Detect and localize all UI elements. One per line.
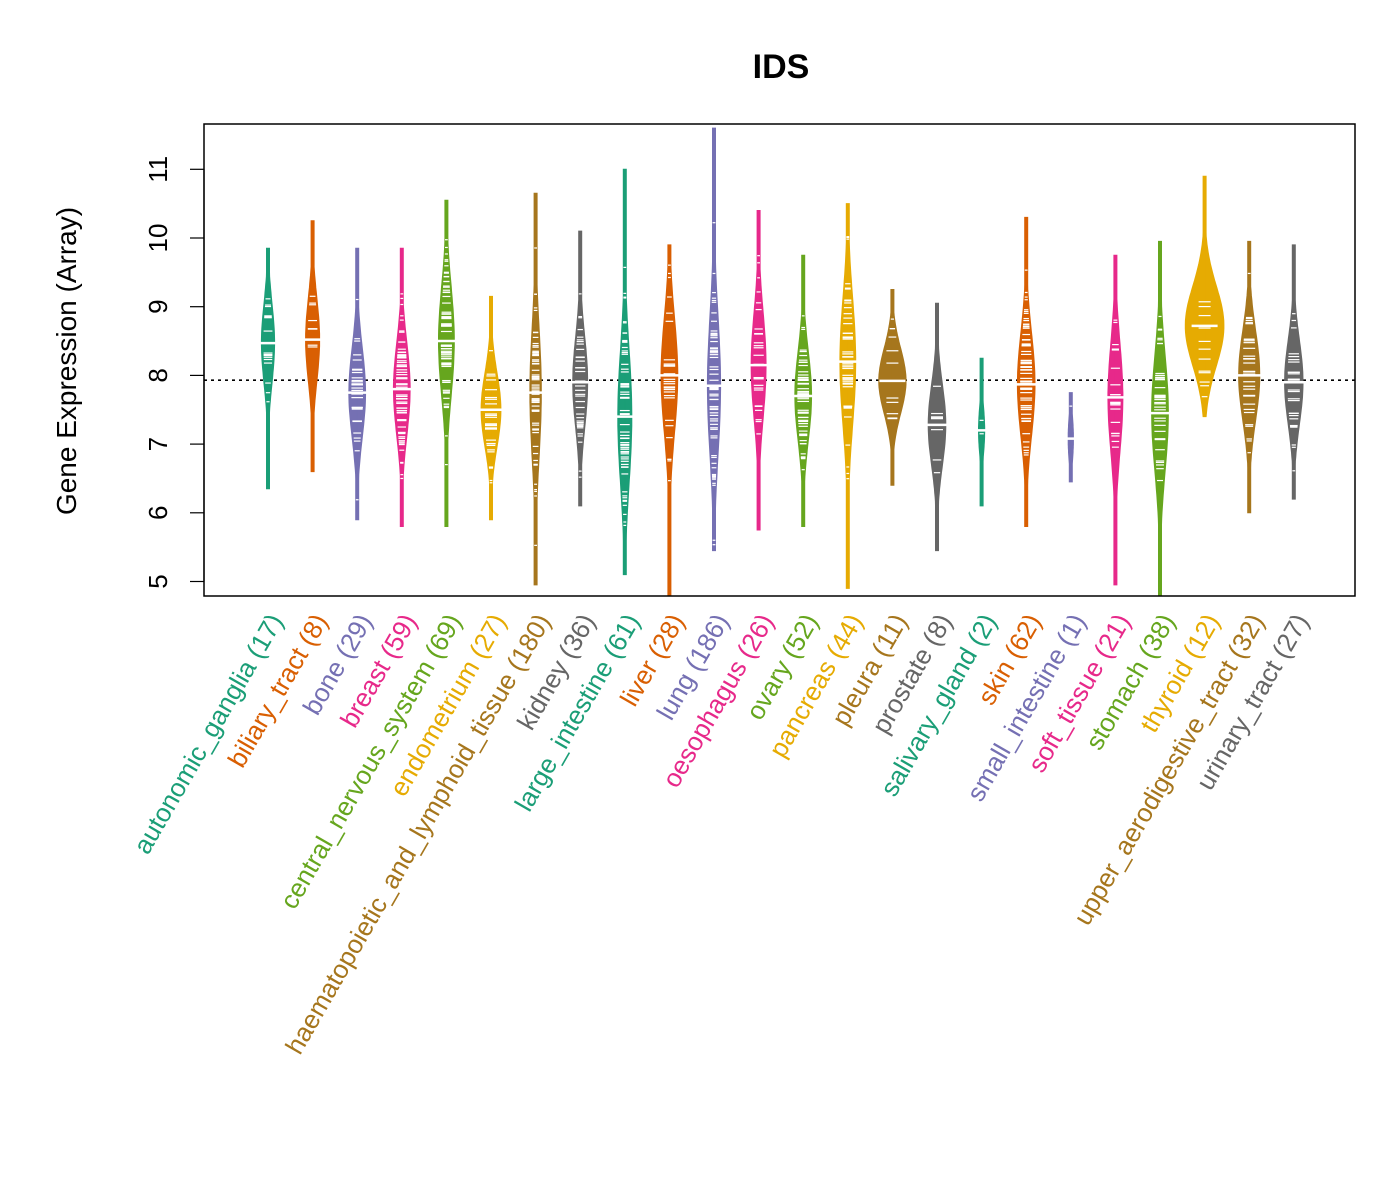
violin-group bbox=[1147, 240, 1173, 596]
violin-group bbox=[790, 254, 817, 527]
violin-group bbox=[656, 244, 683, 596]
violin-group bbox=[388, 247, 415, 527]
plot-frame bbox=[203, 123, 1356, 597]
violin-group bbox=[567, 230, 594, 507]
violin-group bbox=[1184, 175, 1225, 418]
violin-group bbox=[701, 127, 727, 552]
violin-group bbox=[255, 247, 281, 490]
violin-group bbox=[1280, 244, 1307, 500]
plot-area bbox=[204, 127, 1355, 596]
x-axis: autonomic_ganglia (17)biliary_tract (8)b… bbox=[127, 609, 1315, 1060]
violin-group bbox=[344, 247, 371, 521]
y-tick-label: 7 bbox=[143, 437, 173, 451]
chart-title: IDS bbox=[753, 48, 810, 86]
violin-group bbox=[1057, 392, 1084, 483]
violin-group bbox=[1013, 216, 1040, 527]
violin-group bbox=[924, 302, 950, 552]
y-tick-label: 5 bbox=[143, 574, 173, 588]
violin-group bbox=[834, 203, 861, 589]
violin-group bbox=[522, 192, 549, 586]
violin-group bbox=[299, 220, 326, 473]
violin-group bbox=[611, 168, 638, 576]
violin-group bbox=[1236, 240, 1263, 514]
violin-group bbox=[1102, 254, 1129, 586]
y-tick-label: 6 bbox=[143, 506, 173, 520]
y-axis-label: Gene Expression (Array) bbox=[51, 207, 82, 515]
violin-group bbox=[433, 199, 460, 527]
y-axis: 5 6 7 8 9 10 11 bbox=[143, 156, 205, 589]
violin-group bbox=[478, 295, 504, 521]
y-tick-label: 9 bbox=[143, 299, 173, 313]
violin-group bbox=[878, 289, 907, 486]
y-tick-label: 11 bbox=[143, 156, 173, 183]
y-tick-label: 10 bbox=[143, 224, 173, 253]
violin-group bbox=[745, 210, 772, 531]
violin-group bbox=[968, 357, 995, 507]
y-tick-label: 8 bbox=[143, 368, 173, 382]
